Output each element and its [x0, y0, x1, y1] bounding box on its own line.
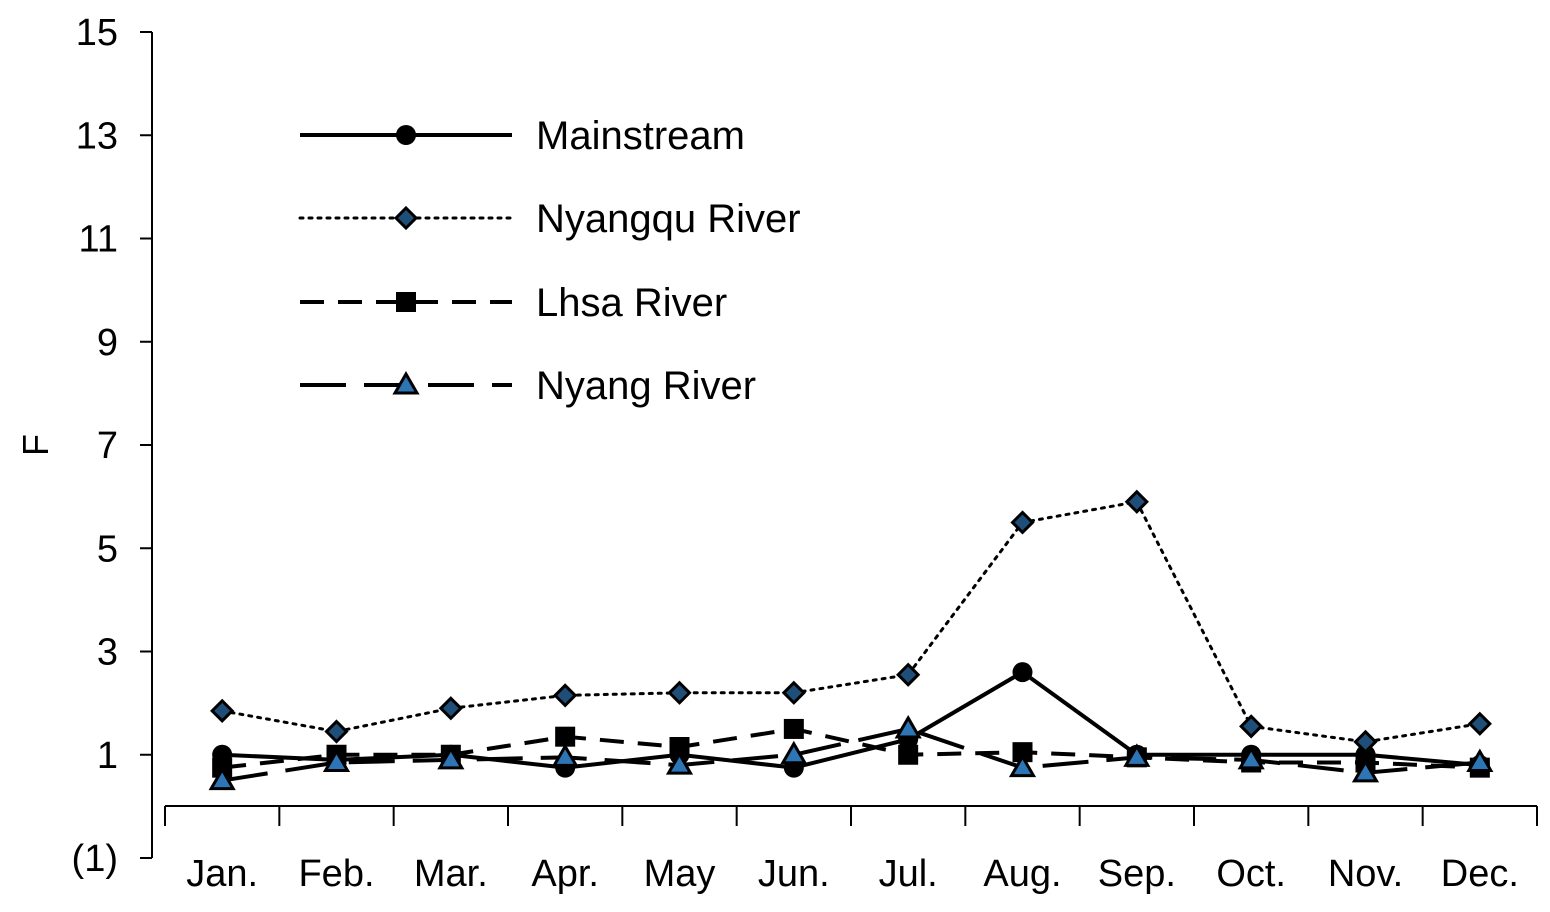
series-line: [221, 726, 1480, 770]
x-tick-label: Sep.: [1098, 853, 1176, 895]
data-point: [1467, 711, 1492, 736]
y-tick-label: 13: [76, 115, 118, 157]
series-mainstream: [212, 662, 1490, 778]
data-point: [438, 696, 463, 721]
y-tick-label: 9: [97, 322, 118, 364]
data-point: [1237, 745, 1265, 770]
data-point: [896, 662, 921, 687]
data-point: [1123, 743, 1151, 767]
y-tick-label: 1: [97, 735, 118, 777]
x-tick-label: Oct.: [1216, 853, 1286, 895]
y-tick-label: (1): [72, 838, 118, 880]
data-point: [322, 748, 351, 772]
legend-marker: [396, 125, 416, 145]
legend-label: Lhsa River: [536, 281, 727, 325]
data-point: [1239, 714, 1264, 739]
data-point: [551, 743, 579, 767]
chart-legend: Mainstream Nyangqu River Lhsa River Nyang R…: [298, 114, 801, 408]
y-tick-label: 15: [76, 12, 118, 54]
data-point: [1466, 748, 1494, 772]
y-axis-label: F: [15, 434, 56, 456]
data-point: [665, 751, 694, 775]
x-tick-label: May: [644, 853, 716, 895]
y-tick-label: 11: [79, 219, 118, 261]
legend-label: Nyangqu River: [536, 197, 801, 241]
x-axis-ticks: Jan. Feb. Mar. Apr. May Jun. Jul. Aug. Sep. Oct. N…: [164, 806, 1538, 895]
legend-label: Nyang River: [536, 364, 756, 408]
y-tick-label: 3: [97, 632, 118, 674]
legend-item: Nyang River: [300, 364, 756, 408]
data-point: [783, 718, 804, 739]
x-tick-label: Aug.: [983, 853, 1061, 895]
data-point: [1012, 742, 1033, 763]
legend-marker: [396, 292, 416, 312]
data-point: [1012, 662, 1033, 683]
data-point: [437, 745, 465, 770]
data-point: [1351, 758, 1380, 783]
data-point: [208, 766, 236, 791]
series-nyangqu-river: [210, 489, 1492, 754]
x-tick-label: Jun.: [758, 853, 830, 895]
series-line: [222, 670, 1481, 770]
data-point: [1010, 510, 1035, 535]
data-point: [1124, 489, 1149, 514]
data-point: [669, 737, 690, 758]
x-tick-label: Feb.: [298, 853, 374, 895]
y-axis-ticks: 15 13 11 9 7 5 3 1 (1): [72, 12, 152, 880]
legend-item: Nyangqu River: [298, 197, 801, 241]
x-tick-label: Jul.: [879, 853, 938, 895]
data-point: [553, 683, 578, 708]
chart-axes: [151, 32, 1537, 858]
data-point: [780, 740, 808, 765]
series-lhsa-river: [212, 718, 1490, 778]
legend-label: Mainstream: [536, 114, 745, 158]
x-tick-label: Mar.: [414, 853, 488, 895]
x-tick-label: Apr.: [531, 853, 599, 895]
series-line: [220, 500, 1482, 744]
x-tick-label: Dec.: [1441, 853, 1519, 895]
data-point: [210, 698, 235, 723]
y-tick-label: 7: [97, 425, 118, 467]
data-point: [1008, 753, 1037, 778]
series-line: [221, 726, 1481, 783]
legend-marker: [392, 371, 420, 395]
legend-item: Mainstream: [300, 114, 745, 158]
data-point: [1353, 729, 1378, 754]
series-nyang-river: [208, 714, 1494, 791]
legend-marker: [393, 205, 419, 231]
x-tick-label: Jan.: [186, 853, 258, 895]
data-point: [898, 744, 919, 765]
chart-series: [208, 489, 1494, 791]
x-tick-label: Nov.: [1328, 853, 1403, 895]
data-point: [667, 680, 692, 705]
y-tick-label: 5: [97, 528, 118, 570]
data-point: [781, 680, 806, 705]
data-point: [324, 719, 349, 744]
data-point: [894, 714, 922, 739]
data-point: [555, 726, 576, 747]
legend-item: Lhsa River: [300, 281, 727, 325]
